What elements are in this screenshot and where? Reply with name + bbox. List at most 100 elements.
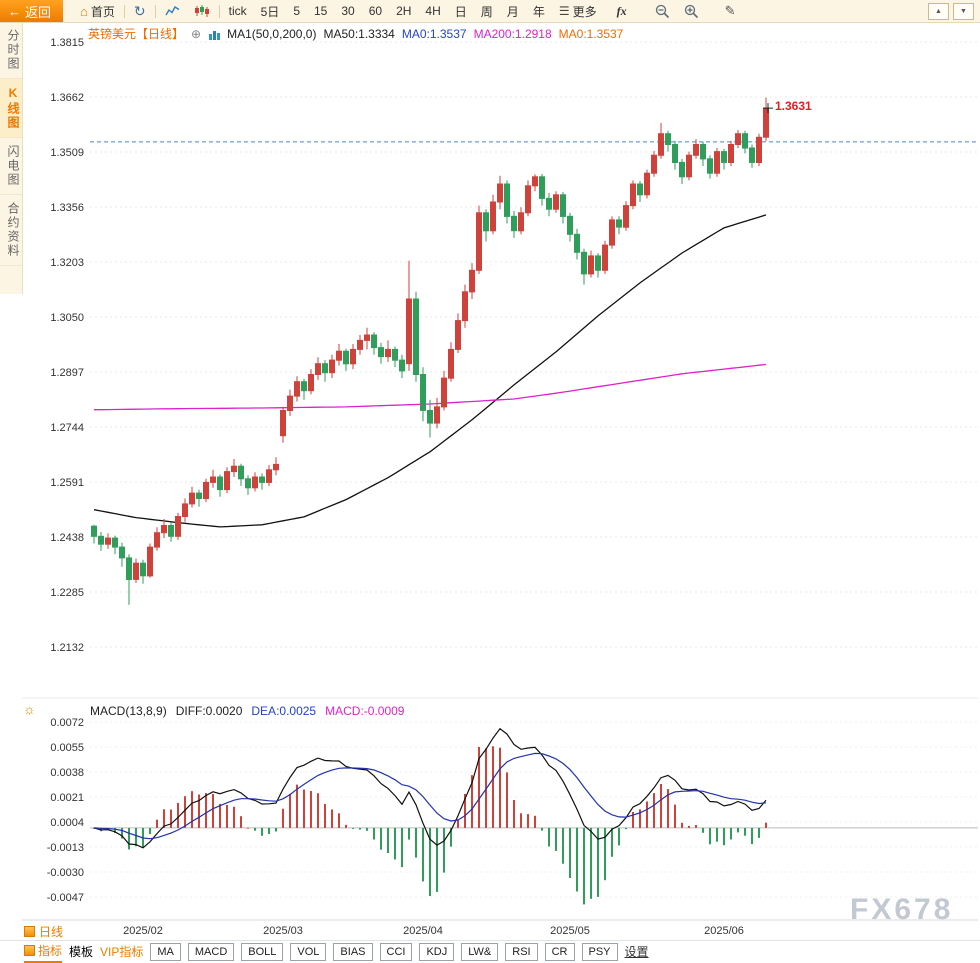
svg-text:1.2132: 1.2132 <box>50 642 84 654</box>
svg-text:-0.0030: -0.0030 <box>47 867 84 879</box>
ma-indicator-icon <box>209 30 221 40</box>
refresh-button[interactable]: ↻ <box>127 0 153 22</box>
interval-60m[interactable]: 60 <box>368 4 383 18</box>
home-button[interactable]: ⌂ 首页 <box>73 0 122 22</box>
indicators-tab-icon <box>24 945 35 956</box>
sidebar-item-contract-info[interactable]: 合约资料 <box>0 195 22 266</box>
svg-text:1.3662: 1.3662 <box>50 92 84 104</box>
indicator-button-boll[interactable]: BOLL <box>241 942 284 961</box>
expand-icon[interactable]: ⊕ <box>191 26 202 41</box>
sidebar-item-timeshare-chart[interactable]: 分时图 <box>0 22 22 79</box>
interval-yearly[interactable]: 年 <box>532 4 545 19</box>
svg-text:1.2438: 1.2438 <box>50 532 84 544</box>
svg-text:0.0072: 0.0072 <box>50 717 84 729</box>
sidebar-item-kline-chart[interactable]: K线图 <box>0 79 22 138</box>
indicator-button-psy[interactable]: PSY <box>581 942 618 961</box>
tab-templates[interactable]: 模板 <box>69 945 94 959</box>
more-menu-button[interactable]: ☰ 更多 <box>552 0 604 22</box>
toolbar-separator <box>218 4 220 18</box>
indicator-button-macd[interactable]: MACD <box>187 942 235 961</box>
sidebar-item-lightning-chart[interactable]: 闪电图 <box>0 138 22 195</box>
dea-line <box>93 752 767 840</box>
period-tab-daily[interactable]: 日线 <box>24 923 63 940</box>
indicator-toolbar: 指标 模板 VIP指标 MA MACD BOLL VOL BIAS CCI KD… <box>0 940 980 963</box>
triangle-down-icon: ▼ <box>960 7 967 15</box>
panel-controls: ▲ ▼ <box>928 2 974 20</box>
ma0-value-blue: MA0:1.3537 <box>401 26 467 41</box>
interval-5day[interactable]: 5日 <box>260 4 280 19</box>
ma-definition: MA1(50,0,200,0) <box>227 26 317 41</box>
interval-2h[interactable]: 2H <box>396 4 412 18</box>
refresh-icon: ↻ <box>133 3 146 19</box>
interval-15m[interactable]: 15 <box>314 4 328 18</box>
svg-text:-0.0047: -0.0047 <box>47 892 84 904</box>
svg-text:1.3356: 1.3356 <box>50 202 84 214</box>
line-chart-type-button[interactable] <box>158 0 187 22</box>
indicator-button-bias[interactable]: BIAS <box>333 942 373 961</box>
period-tab-label: 日线 <box>39 925 64 939</box>
collapse-up-button[interactable]: ▲ <box>928 2 949 20</box>
svg-text:1.2897: 1.2897 <box>50 367 84 379</box>
interval-5m[interactable]: 5 <box>293 4 300 18</box>
macd-settings-icon[interactable]: ☼ <box>23 701 36 717</box>
interval-4h[interactable]: 4H <box>425 4 441 18</box>
indicator-settings-link[interactable]: 设置 <box>624 945 649 959</box>
svg-text:0.0055: 0.0055 <box>50 742 84 754</box>
price-chart-canvas[interactable]: 1.3815 1.3662 1.3509 1.3356 1.3203 1.3050 1.28… <box>22 22 980 940</box>
symbol-title: 英镑美元【日线】 <box>88 27 185 41</box>
interval-weekly[interactable]: 周 <box>480 4 493 19</box>
svg-text:-0.0013: -0.0013 <box>47 842 84 854</box>
indicator-button-vol[interactable]: VOL <box>290 942 327 961</box>
zoom-in-button[interactable] <box>677 0 706 22</box>
svg-text:1.3203: 1.3203 <box>50 257 84 269</box>
tab-vip-indicators[interactable]: VIP指标 <box>100 945 144 959</box>
interval-monthly[interactable]: 月 <box>506 4 519 19</box>
indicator-button-cci[interactable]: CCI <box>379 942 413 961</box>
interval-tick[interactable]: tick <box>228 4 247 18</box>
macd-diff-value: DIFF:0.0020 <box>175 704 243 718</box>
fx-functions-button[interactable]: fx <box>616 3 627 18</box>
period-tab-icon <box>24 926 35 937</box>
draw-button[interactable]: ✎ <box>718 0 743 22</box>
zoom-out-button[interactable] <box>648 0 677 22</box>
toolbar-separator <box>123 4 125 18</box>
ma200-value: MA200:1.2918 <box>473 26 552 41</box>
toolbar-separator <box>154 4 156 18</box>
indicator-button-kdj[interactable]: KDJ <box>419 942 455 961</box>
pencil-icon: ✎ <box>724 3 736 18</box>
macd-dea-value: DEA:0.0025 <box>251 704 317 718</box>
candles <box>91 97 769 605</box>
candle-chart-icon <box>194 5 209 17</box>
zoom-in-icon <box>684 4 698 18</box>
collapse-down-button[interactable]: ▼ <box>953 2 974 20</box>
indicator-button-rsi[interactable]: RSI <box>505 942 538 961</box>
back-label: 返回 <box>25 4 52 20</box>
x-axis-label: 2025/04 <box>403 925 443 937</box>
interval-30m[interactable]: 30 <box>341 4 355 18</box>
zoom-out-icon <box>655 4 669 18</box>
x-axis-label: 2025/06 <box>704 925 744 937</box>
svg-text:0.0021: 0.0021 <box>50 792 84 804</box>
svg-text:0.0038: 0.0038 <box>50 767 84 779</box>
triangle-up-icon: ▲ <box>935 7 942 15</box>
home-icon: ⌂ <box>80 3 88 19</box>
menu-icon: ☰ <box>558 4 570 18</box>
candle-chart-type-button[interactable] <box>187 0 217 22</box>
home-label: 首页 <box>90 4 115 19</box>
svg-text:1.2591: 1.2591 <box>50 477 84 489</box>
macd-title: MACD(13,8,9) <box>90 704 167 718</box>
indicator-button-ma[interactable]: MA <box>150 942 181 961</box>
chart-header: 英镑美元【日线】 ⊕ MA1(50,0,200,0) MA50:1.3334 M… <box>88 25 623 42</box>
indicator-button-lw[interactable]: LW& <box>461 942 499 961</box>
last-price-label: 1.3631 <box>775 99 812 113</box>
interval-daily[interactable]: 日 <box>454 4 467 19</box>
ma50-value: MA50:1.3334 <box>323 26 395 41</box>
indicators-tab-label: 指标 <box>38 944 63 958</box>
svg-text:0.0004: 0.0004 <box>50 817 84 829</box>
top-toolbar: ← 返回 ⌂ 首页 ↻ tick 5日 5 15 30 60 2H 4H 日 周… <box>0 0 980 23</box>
back-button[interactable]: ← 返回 <box>0 0 64 22</box>
diff-line <box>93 727 767 849</box>
tab-indicators[interactable]: 指标 <box>24 941 63 963</box>
indicator-button-cr[interactable]: CR <box>544 942 575 961</box>
svg-text:1.3509: 1.3509 <box>50 147 84 159</box>
